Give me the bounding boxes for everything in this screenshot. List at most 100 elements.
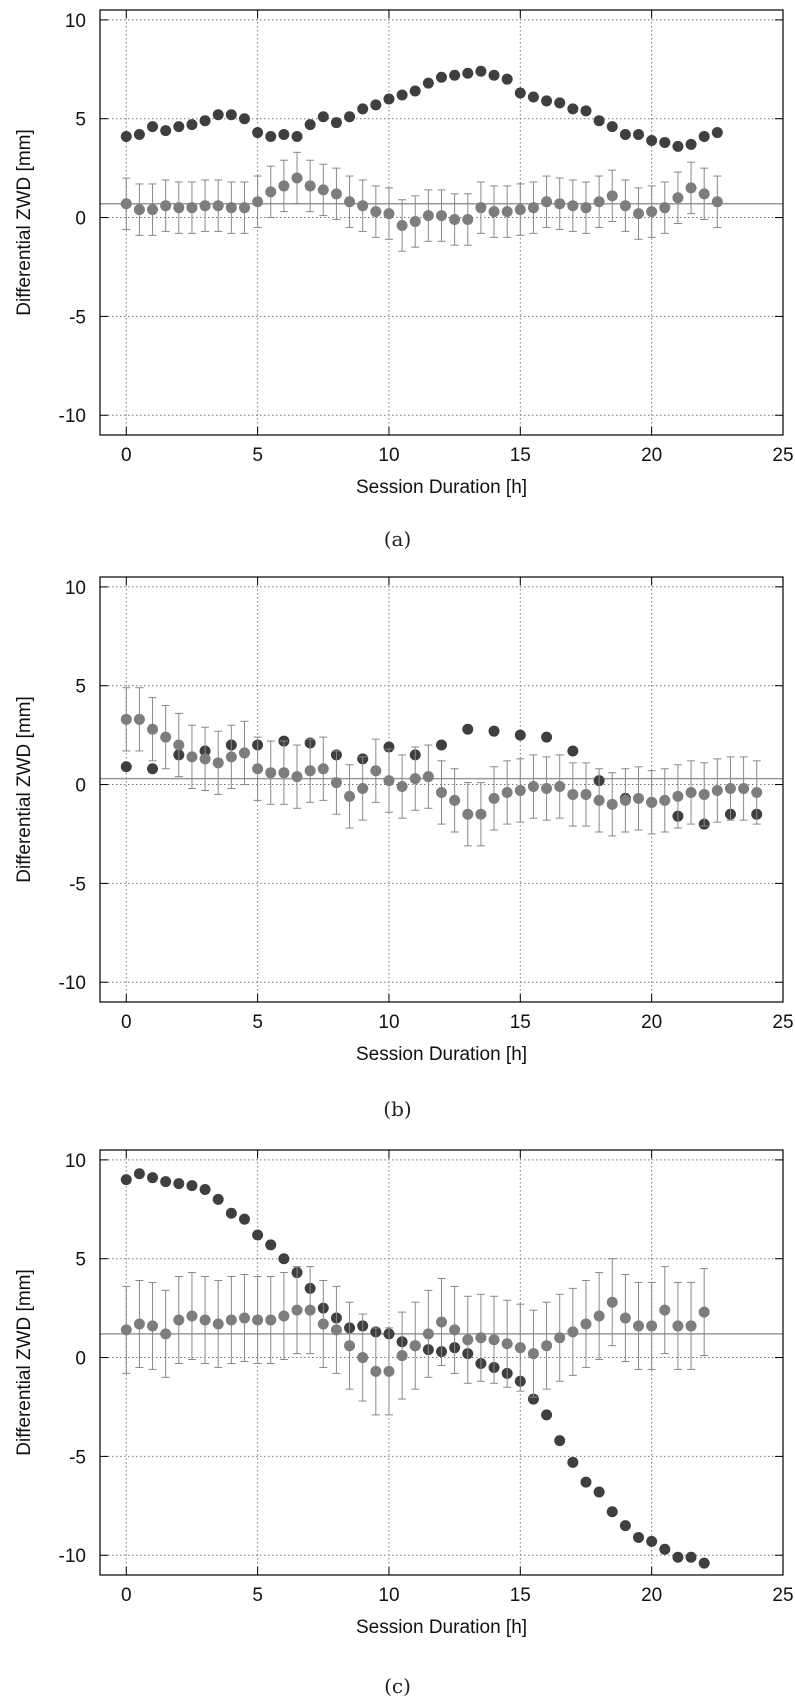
data-point bbox=[501, 206, 513, 218]
data-point bbox=[212, 1318, 224, 1330]
data-point bbox=[619, 129, 631, 141]
data-point bbox=[462, 808, 474, 820]
data-point bbox=[238, 1312, 250, 1324]
data-point bbox=[120, 1174, 132, 1186]
chart-panel-a: 0 5 10 15 20 25 10 5 0 -5 -10 Session Duration [h] D… bbox=[0, 0, 795, 560]
data-point bbox=[133, 129, 145, 141]
data-point bbox=[633, 208, 645, 220]
series-0 bbox=[120, 1168, 710, 1569]
data-point bbox=[225, 202, 237, 214]
data-point bbox=[449, 794, 461, 806]
chart-panel-b: 0 5 10 15 20 25 10 5 0 -5 -10 Session Duration [h] D… bbox=[0, 567, 795, 1127]
data-point bbox=[120, 198, 132, 210]
data-point bbox=[186, 119, 198, 131]
data-point bbox=[357, 1352, 369, 1364]
data-point bbox=[541, 1340, 553, 1352]
y-tick-label: -10 bbox=[59, 1546, 86, 1567]
data-point bbox=[409, 1340, 421, 1352]
data-point bbox=[120, 761, 132, 773]
data-point bbox=[698, 131, 710, 143]
data-point bbox=[541, 196, 553, 208]
x-tick-label: 25 bbox=[772, 1012, 793, 1033]
data-point bbox=[685, 786, 697, 798]
data-point bbox=[475, 1332, 487, 1344]
y-tick-label: 10 bbox=[65, 1151, 86, 1172]
data-point bbox=[449, 214, 461, 226]
y-tick-label: 5 bbox=[75, 1250, 86, 1271]
data-point bbox=[619, 1312, 631, 1324]
data-point bbox=[436, 739, 447, 751]
data-point bbox=[357, 103, 369, 115]
data-point bbox=[672, 192, 684, 204]
y-tick-label: 10 bbox=[65, 11, 86, 32]
data-point bbox=[501, 786, 513, 798]
series-1 bbox=[120, 687, 763, 847]
data-point bbox=[291, 172, 303, 184]
data-point bbox=[160, 1328, 172, 1340]
data-point bbox=[317, 763, 329, 775]
data-point bbox=[160, 1176, 172, 1188]
data-point bbox=[672, 1551, 684, 1563]
data-point bbox=[252, 1229, 264, 1241]
data-point bbox=[436, 786, 447, 798]
y-tick-label: 5 bbox=[75, 110, 86, 131]
data-point bbox=[646, 1320, 658, 1332]
series-1 bbox=[120, 1258, 710, 1416]
data-point bbox=[186, 202, 198, 214]
data-point bbox=[738, 783, 750, 795]
data-point bbox=[120, 713, 132, 725]
y-tick-label: 0 bbox=[75, 776, 86, 797]
data-point bbox=[567, 745, 579, 757]
chart-b: 0 5 10 15 20 25 10 5 0 -5 -10 Session Duration [h] D… bbox=[14, 576, 794, 1065]
data-point bbox=[383, 775, 395, 787]
data-point bbox=[593, 794, 605, 806]
data-point bbox=[449, 1324, 461, 1336]
data-point bbox=[212, 109, 224, 121]
x-axis-title: Session Duration [h] bbox=[356, 1617, 527, 1638]
data-point bbox=[147, 723, 159, 735]
data-point bbox=[672, 140, 684, 152]
data-point bbox=[173, 121, 185, 133]
data-point bbox=[330, 777, 342, 789]
x-tick-label: 10 bbox=[378, 1012, 399, 1033]
data-point bbox=[488, 1334, 500, 1346]
data-point bbox=[475, 202, 487, 214]
data-point bbox=[527, 1348, 539, 1360]
plot-border bbox=[99, 1149, 784, 1576]
data-point bbox=[370, 99, 382, 111]
data-point bbox=[396, 219, 408, 231]
x-axis-title: Session Duration [h] bbox=[356, 477, 527, 498]
plot-border bbox=[99, 576, 784, 1003]
data-point bbox=[527, 91, 539, 103]
data-point bbox=[304, 119, 316, 131]
data-point bbox=[120, 1324, 132, 1336]
data-point bbox=[436, 1316, 447, 1328]
data-point bbox=[422, 77, 434, 89]
data-point bbox=[344, 1340, 356, 1352]
data-point bbox=[593, 196, 605, 208]
data-point bbox=[619, 200, 631, 212]
data-point bbox=[265, 131, 277, 143]
data-point bbox=[370, 1365, 382, 1377]
data-point bbox=[147, 1320, 159, 1332]
data-point bbox=[462, 214, 474, 226]
data-point bbox=[212, 1193, 224, 1205]
data-point bbox=[685, 182, 697, 194]
data-point bbox=[527, 1393, 539, 1405]
y-tick-label: 0 bbox=[75, 209, 86, 230]
data-point bbox=[672, 1320, 684, 1332]
data-point bbox=[291, 771, 303, 783]
data-point bbox=[199, 1184, 211, 1196]
caption-c: (c) bbox=[384, 1674, 411, 1698]
data-point bbox=[475, 65, 487, 77]
data-point bbox=[436, 210, 447, 222]
data-point bbox=[278, 1253, 290, 1265]
data-point bbox=[238, 1213, 250, 1225]
data-point bbox=[554, 1435, 566, 1447]
data-point bbox=[633, 1320, 645, 1332]
data-point bbox=[488, 725, 500, 737]
data-point bbox=[698, 1306, 710, 1318]
data-point bbox=[527, 781, 539, 793]
data-point bbox=[554, 781, 566, 793]
data-point bbox=[357, 200, 369, 212]
